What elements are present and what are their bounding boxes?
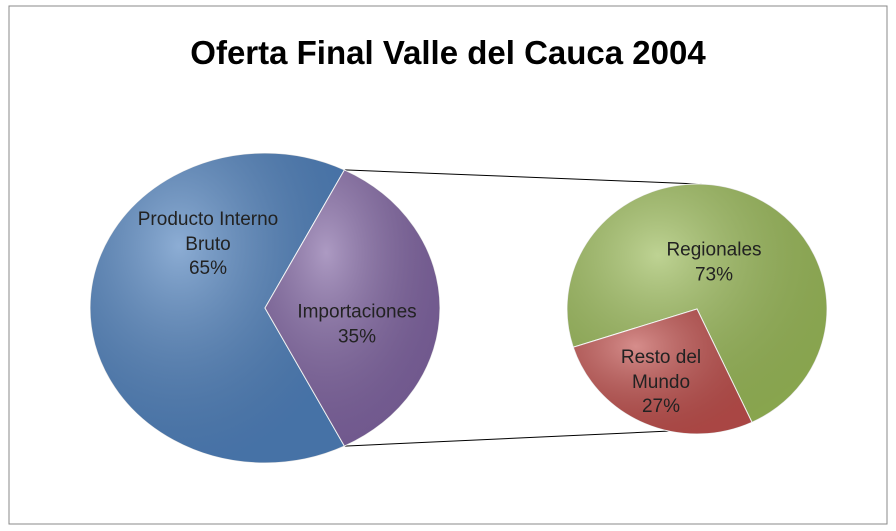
slice-label: Resto del Mundo 27% [616,346,706,420]
chart-title: Oferta Final Valle del Cauca 2004 [190,34,706,71]
label-name: Producto Interno Bruto [137,208,279,255]
slice-label: Regionales 73% [644,238,784,287]
label-value: 73% [694,264,734,285]
slice-shade [573,309,752,435]
label-name: Regionales [666,239,762,261]
slice-shade [265,169,440,447]
slice-label: Importaciones 35% [277,300,437,349]
slice-shade [567,184,827,423]
slice-label: Producto Interno Bruto 65% [133,208,283,282]
label-value: 65% [188,258,228,280]
label-name: Resto del Mundo [620,346,702,393]
label-value: 35% [337,326,377,347]
connector-line [344,169,702,185]
label-name: Importaciones [297,301,417,323]
slice-shade [89,152,345,464]
label-value: 27% [641,396,681,418]
